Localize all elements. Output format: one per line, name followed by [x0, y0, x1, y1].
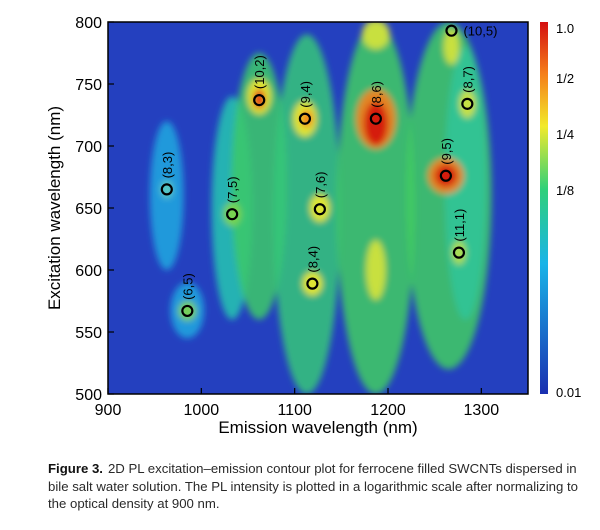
peak-label: (8,3) — [160, 152, 175, 179]
peak-marker — [445, 24, 458, 37]
caption-label: Figure 3. — [48, 461, 103, 476]
colorbar-label: 0.01 — [556, 385, 581, 400]
intensity-blob — [361, 22, 390, 50]
peak-marker — [298, 112, 312, 125]
peak-markers: (8,3) (6,5) (7,5) (10,2) (9,4) (8,4) (7,6) (8,6… — [160, 24, 497, 318]
intensity-blob — [223, 202, 242, 227]
colorbar-label: 1/2 — [556, 71, 574, 86]
peak-label: (9,4) — [298, 81, 313, 108]
y-tick-label: 550 — [75, 325, 102, 342]
peak-label: (8,7) — [460, 66, 475, 93]
peak-marker — [226, 208, 239, 221]
x-tick-label: 1100 — [277, 402, 312, 419]
y-tick-label: 800 — [75, 15, 102, 32]
intensity-blob — [365, 240, 386, 300]
intensity-blob — [451, 240, 466, 265]
figure-caption: Figure 3. 2D PL excitation–emission conto… — [48, 460, 588, 513]
x-tick-label: 900 — [95, 402, 122, 419]
peak-label: (7,5) — [225, 176, 240, 203]
peak-marker — [306, 277, 319, 290]
x-axis: 900 1000 1100 1200 1300 — [95, 388, 500, 419]
peak-label: (6,5) — [180, 273, 195, 300]
x-tick-label: 1200 — [370, 402, 406, 419]
peak-label: (11,1) — [452, 209, 467, 242]
peak-marker — [313, 203, 326, 216]
peak-label: (8,6) — [369, 81, 384, 108]
intensity-blob — [443, 28, 460, 65]
colorbar-labels: 1.0 1/2 1/4 1/8 0.01 — [556, 21, 581, 400]
colorbar-label: 1/4 — [556, 127, 574, 142]
peak-marker — [181, 304, 194, 318]
colorbar-label: 1/8 — [556, 183, 574, 198]
y-tick-label: 750 — [75, 77, 102, 94]
peak-label: (10,2) — [252, 55, 267, 89]
y-axis-label: Excitation wavelength (nm) — [45, 106, 64, 310]
y-tick-label: 700 — [75, 139, 102, 156]
peak-marker — [160, 183, 173, 196]
intensity-blob — [459, 89, 476, 118]
peak-label: (10,5) — [463, 24, 497, 39]
y-tick-label: 500 — [75, 387, 102, 404]
y-tick-label: 650 — [75, 201, 102, 218]
intensity-blob — [309, 194, 330, 222]
x-axis-label: Emission wavelength (nm) — [218, 418, 417, 437]
pl-contour-chart: (8,3) (6,5) (7,5) (10,2) (9,4) (8,4) (7,6) (8,6… — [45, 15, 581, 437]
caption-text: 2D PL excitation–emission contour plot f… — [48, 461, 578, 511]
peak-marker — [452, 246, 466, 259]
peak-marker — [369, 112, 382, 125]
peak-marker — [461, 97, 474, 110]
peak-label: (9,5) — [439, 138, 454, 165]
emission-band — [336, 22, 416, 394]
intensity-blob — [434, 164, 457, 187]
x-tick-label: 1000 — [184, 402, 220, 419]
peak-marker — [253, 94, 266, 107]
y-tick-label: 600 — [75, 263, 102, 280]
intensity-blob — [302, 271, 323, 296]
y-axis: 500 550 600 650 700 750 800 — [75, 15, 114, 404]
colorbar — [540, 22, 548, 394]
emission-band — [273, 34, 341, 394]
intensity-blob — [178, 300, 197, 321]
colorbar-label: 1.0 — [556, 21, 574, 36]
emission-band — [231, 53, 288, 320]
x-tick-label: 1300 — [464, 402, 500, 419]
peak-label: (8,4) — [305, 246, 320, 273]
peak-label: (7,6) — [313, 172, 328, 199]
peak-marker — [439, 169, 452, 182]
